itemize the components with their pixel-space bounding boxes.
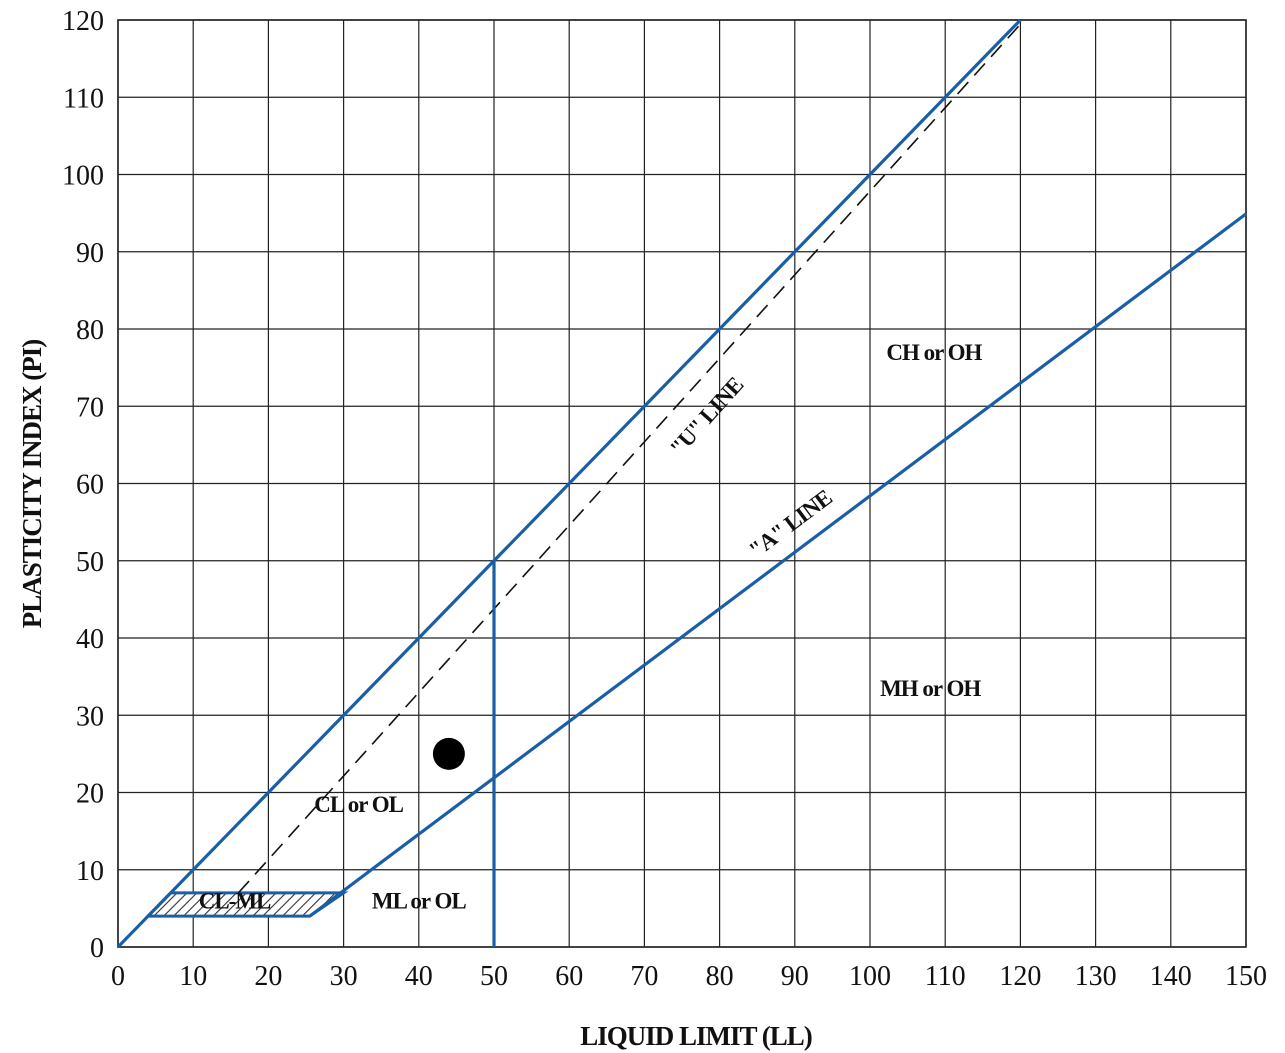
annotation-2: CL or OL <box>314 792 403 817</box>
y-tick-label-12: 120 <box>62 6 104 37</box>
y-tick-label-2: 20 <box>76 779 104 810</box>
annotation-3: ML or OL <box>372 888 466 913</box>
annotations: CH or OH MH or OH CL or OL ML or OL CL-ML "U"… <box>199 340 984 913</box>
y-tick-label-8: 80 <box>76 315 104 346</box>
x-tick-label-3: 30 <box>330 961 358 992</box>
data-points <box>432 737 465 770</box>
x-tick-label-2: 20 <box>254 961 282 992</box>
y-axis-title: PLASTICITY INDEX (PI) <box>17 340 47 629</box>
x-tick-label-9: 90 <box>781 961 809 992</box>
annotation-4: CL-ML <box>199 888 271 913</box>
x-tick-label-8: 80 <box>706 961 734 992</box>
grid <box>117 19 1247 948</box>
x-tick-label-0: 0 <box>111 961 125 992</box>
y-tick-label-5: 50 <box>76 547 104 578</box>
y-tick-label-7: 70 <box>76 392 104 423</box>
x-tick-label-4: 40 <box>405 961 433 992</box>
x-tick-label-12: 120 <box>999 961 1041 992</box>
x-tick-label-10: 100 <box>849 961 891 992</box>
x-tick-label-5: 50 <box>480 961 508 992</box>
x-tick-label-15: 150 <box>1225 961 1267 992</box>
data-point-0 <box>432 737 465 770</box>
boundary-lines <box>116 18 1247 949</box>
annotation-0: CH or OH <box>886 340 982 365</box>
y-tick-label-3: 30 <box>76 701 104 732</box>
y-tick-label-4: 40 <box>76 624 104 655</box>
x-tick-label-14: 140 <box>1150 961 1192 992</box>
u-line-label: "U" LINE <box>665 372 748 461</box>
y-tick-label-6: 60 <box>76 470 104 501</box>
series-line-2 <box>116 18 1022 949</box>
series-line-1 <box>237 19 1025 894</box>
x-axis-title: LIQUID LIMIT (LL) <box>580 1021 812 1051</box>
a-line-label: "A" LINE <box>744 485 836 563</box>
x-tick-label-13: 130 <box>1075 961 1117 992</box>
y-tick-label-9: 90 <box>76 238 104 269</box>
y-tick-label-10: 100 <box>62 161 104 192</box>
x-tick-label-11: 110 <box>925 961 966 992</box>
series-line-0 <box>308 212 1247 918</box>
annotation-1: MH or OH <box>880 676 981 701</box>
y-tick-label-1: 10 <box>76 856 104 887</box>
x-tick-label-7: 70 <box>630 961 658 992</box>
y-tick-label-0: 0 <box>90 933 104 964</box>
y-tick-label-11: 110 <box>63 83 104 114</box>
plot-frame <box>117 19 1247 948</box>
x-tick-label-6: 60 <box>555 961 583 992</box>
x-tick-label-1: 10 <box>179 961 207 992</box>
tick-labels: 0 10 20 30 40 50 60 70 80 90 100 110 120 130 140 150 0 10… <box>62 6 1267 992</box>
